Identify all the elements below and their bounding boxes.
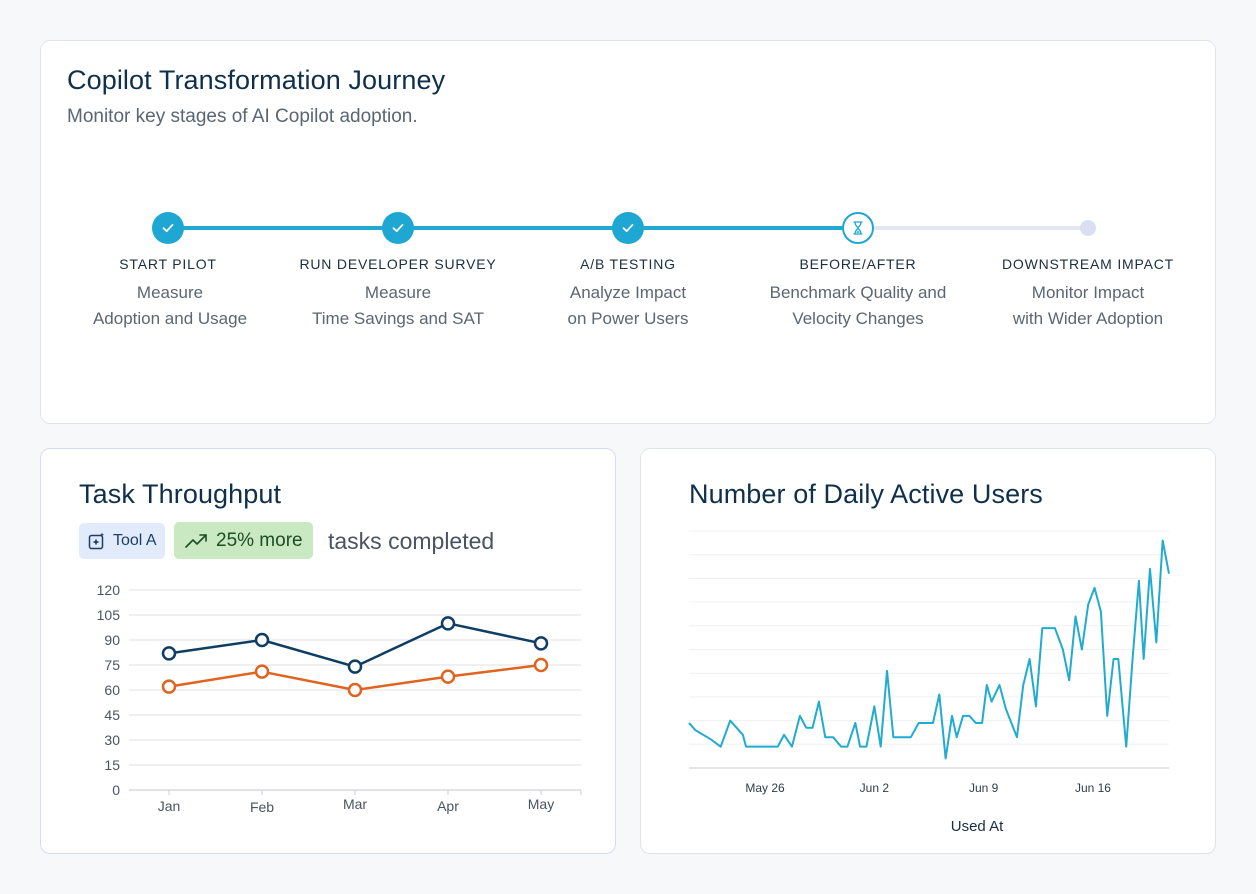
task-throughput-chart: 0 15 30 45 60 75 90 105 120 Jan Feb Mar Apr May (97, 582, 582, 815)
step-4-label: BEFORE/AFTER (799, 256, 917, 272)
series-2-point (347, 682, 363, 698)
tool-a-label: Tool A (113, 532, 157, 549)
step-3-node[interactable] (612, 212, 644, 244)
series-2-point (533, 657, 549, 673)
step-3-description: Analyze Impact on Power Users (567, 283, 689, 328)
sparkle-tool-icon (88, 532, 105, 550)
step-2-description: Measure Time Savings and SAT (312, 283, 484, 328)
step-3-label: A/B TESTING (580, 256, 676, 272)
check-icon (392, 223, 404, 233)
step-4-description: Benchmark Quality and Velocity Changes (769, 283, 947, 328)
progress-track-complete (168, 226, 858, 230)
step-1-label: START PILOT (119, 256, 217, 272)
x-axis-label: Used At (951, 818, 1004, 835)
step-5-node[interactable] (1080, 220, 1096, 236)
x-tick-label: Feb (250, 799, 274, 815)
y-tick-label: 105 (97, 607, 121, 623)
series-1-point (161, 646, 177, 661)
series-1-point (440, 616, 456, 631)
x-tick-label: May 26 (745, 781, 785, 795)
step-2-label: RUN DEVELOPER SURVEY (299, 256, 497, 272)
journey-subtitle: Monitor key stages of AI Copilot adoptio… (67, 106, 418, 127)
y-tick-label: 0 (112, 782, 120, 798)
y-tick-label: 45 (104, 707, 120, 723)
throughput-title: Task Throughput (79, 479, 282, 509)
increase-badge: 25% more (174, 522, 313, 559)
tasks-completed-text: tasks completed (328, 528, 495, 554)
step-1-description: Measure Adoption and Usage (92, 283, 248, 328)
step-2-node[interactable] (382, 212, 414, 244)
x-tick-label: Jun 2 (860, 781, 890, 795)
y-tick-label: 60 (104, 682, 120, 698)
step-1-node[interactable] (152, 212, 184, 244)
trend-up-icon (185, 533, 207, 548)
x-tick-label: Mar (343, 796, 367, 812)
hourglass-icon (853, 221, 863, 235)
x-tick-label: May (528, 796, 554, 812)
check-icon (622, 223, 634, 233)
series-1-point (254, 632, 270, 648)
x-tick-label: Jun 16 (1075, 781, 1111, 795)
step-5-description: Monitor Impact with Wider Adoption (1012, 283, 1164, 328)
y-tick-label: 30 (104, 732, 120, 748)
check-icon (162, 223, 174, 233)
journey-card: Copilot Transformation Journey Monitor k… (40, 40, 1216, 424)
daily-active-users-card: Number of Daily Active Users May 26 Jun 2… (640, 448, 1216, 854)
progress-track-remaining (858, 226, 1088, 230)
series-2-point (254, 664, 270, 679)
y-tick-label: 90 (104, 632, 120, 648)
journey-title: Copilot Transformation Journey (67, 65, 446, 95)
series-2-point (161, 679, 177, 694)
dau-series-line (688, 539, 1170, 760)
dau-title: Number of Daily Active Users (689, 479, 1043, 509)
tool-a-badge[interactable]: Tool A (79, 523, 165, 559)
step-4-node[interactable] (842, 212, 874, 244)
series-2-point (440, 669, 456, 684)
y-tick-label: 75 (104, 657, 120, 673)
x-tick-label: Jan (158, 798, 181, 814)
y-tick-label: 120 (97, 582, 121, 598)
step-5-label: DOWNSTREAM IMPACT (1001, 256, 1174, 272)
x-tick-label: Apr (437, 798, 459, 814)
series-1-point (347, 659, 363, 674)
x-tick-label: Jun 9 (969, 781, 999, 795)
task-throughput-card: Task Throughput Tool A 25% more tasks co… (40, 448, 616, 854)
daily-active-users-chart: May 26 Jun 2 Jun 9 Jun 16 Used At (688, 530, 1170, 835)
increase-value: 25% more (216, 529, 303, 551)
y-tick-label: 15 (104, 757, 120, 773)
series-1-point (533, 636, 549, 651)
